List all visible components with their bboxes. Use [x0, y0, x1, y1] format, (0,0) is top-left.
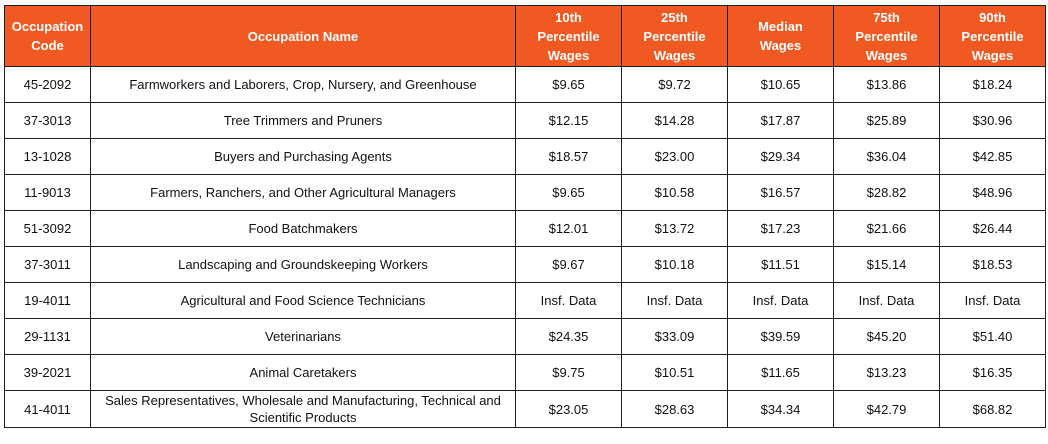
wage-median-cell: $11.65: [727, 354, 834, 391]
wage-90th-cell: $16.35: [939, 354, 1046, 391]
wage-90th-cell: $48.96: [939, 174, 1046, 211]
wage-10th-cell: $24.35: [515, 318, 622, 355]
wage-median-cell: $11.51: [727, 246, 834, 283]
occupation-code-cell: 19-4011: [4, 282, 91, 319]
header-occupation-name: Occupation Name: [90, 5, 516, 67]
wage-90th-cell: Insf. Data: [939, 282, 1046, 319]
occupation-name-cell: Farmworkers and Laborers, Crop, Nursery,…: [90, 66, 516, 103]
wage-75th-cell: $21.66: [833, 210, 940, 247]
header-90th-percentile: 90th Percentile Wages: [939, 5, 1046, 67]
wage-90th-cell: $30.96: [939, 102, 1046, 139]
table-row: 39-2021 Animal Caretakers $9.75 $10.51 $11.6…: [4, 354, 1046, 391]
wage-10th-cell: Insf. Data: [515, 282, 622, 319]
header-median: Median Wages: [727, 5, 834, 67]
wage-75th-cell: $36.04: [833, 138, 940, 175]
wage-25th-cell: $23.00: [621, 138, 728, 175]
wages-table: Occupation Code Occupation Name 10th Per…: [4, 5, 1046, 428]
wage-25th-cell: $10.51: [621, 354, 728, 391]
table-row: 51-3092 Food Batchmakers $12.01 $13.72 $17.2…: [4, 210, 1046, 247]
wage-25th-cell: Insf. Data: [621, 282, 728, 319]
table-row: 11-9013 Farmers, Ranchers, and Other Agri…: [4, 174, 1046, 211]
wage-median-cell: $17.87: [727, 102, 834, 139]
wage-median-cell: $10.65: [727, 66, 834, 103]
table-row: 37-3013 Tree Trimmers and Pruners $12.15 $1…: [4, 102, 1046, 139]
wage-10th-cell: $18.57: [515, 138, 622, 175]
table-row: 29-1131 Veterinarians $24.35 $33.09 $39.59 $4…: [4, 318, 1046, 355]
occupation-name-cell: Tree Trimmers and Pruners: [90, 102, 516, 139]
wage-75th-cell: $45.20: [833, 318, 940, 355]
wage-90th-cell: $26.44: [939, 210, 1046, 247]
occupation-name-cell: Agricultural and Food Science Technician…: [90, 282, 516, 319]
wage-25th-cell: $10.18: [621, 246, 728, 283]
occupation-code-cell: 45-2092: [4, 66, 91, 103]
wage-90th-cell: $18.24: [939, 66, 1046, 103]
occupation-name-cell: Buyers and Purchasing Agents: [90, 138, 516, 175]
wage-median-cell: Insf. Data: [727, 282, 834, 319]
wage-25th-cell: $14.28: [621, 102, 728, 139]
wage-10th-cell: $9.75: [515, 354, 622, 391]
occupation-name-cell: Landscaping and Groundskeeping Workers: [90, 246, 516, 283]
wage-90th-cell: $68.82: [939, 390, 1046, 428]
occupation-code-cell: 29-1131: [4, 318, 91, 355]
wage-90th-cell: $42.85: [939, 138, 1046, 175]
wage-median-cell: $29.34: [727, 138, 834, 175]
wage-10th-cell: $9.65: [515, 174, 622, 211]
wage-75th-cell: $42.79: [833, 390, 940, 428]
wage-25th-cell: $28.63: [621, 390, 728, 428]
wage-10th-cell: $12.15: [515, 102, 622, 139]
wage-75th-cell: $15.14: [833, 246, 940, 283]
table-row: 13-1028 Buyers and Purchasing Agents $18.5…: [4, 138, 1046, 175]
occupation-code-cell: 37-3011: [4, 246, 91, 283]
occupation-name-cell: Farmers, Ranchers, and Other Agricultura…: [90, 174, 516, 211]
wage-25th-cell: $10.58: [621, 174, 728, 211]
occupation-name-cell: Sales Representatives, Wholesale and Man…: [90, 390, 516, 428]
occupation-code-cell: 51-3092: [4, 210, 91, 247]
table-body: 45-2092 Farmworkers and Laborers, Crop, N…: [4, 66, 1046, 428]
occupation-code-cell: 37-3013: [4, 102, 91, 139]
wage-90th-cell: $51.40: [939, 318, 1046, 355]
wage-75th-cell: Insf. Data: [833, 282, 940, 319]
wage-median-cell: $34.34: [727, 390, 834, 428]
wage-25th-cell: $9.72: [621, 66, 728, 103]
occupation-code-cell: 11-9013: [4, 174, 91, 211]
wage-75th-cell: $28.82: [833, 174, 940, 211]
wage-median-cell: $16.57: [727, 174, 834, 211]
header-25th-percentile: 25th Percentile Wages: [621, 5, 728, 67]
wage-10th-cell: $9.67: [515, 246, 622, 283]
occupation-code-cell: 41-4011: [4, 390, 91, 428]
occupation-name-cell: Animal Caretakers: [90, 354, 516, 391]
wage-10th-cell: $9.65: [515, 66, 622, 103]
wage-90th-cell: $18.53: [939, 246, 1046, 283]
wage-75th-cell: $13.23: [833, 354, 940, 391]
occupation-code-cell: 39-2021: [4, 354, 91, 391]
header-10th-percentile: 10th Percentile Wages: [515, 5, 622, 67]
header-75th-percentile: 75th Percentile Wages: [833, 5, 940, 67]
wage-75th-cell: $13.86: [833, 66, 940, 103]
table-row: 45-2092 Farmworkers and Laborers, Crop, N…: [4, 66, 1046, 103]
header-occupation-code: Occupation Code: [4, 5, 91, 67]
wage-25th-cell: $13.72: [621, 210, 728, 247]
wage-10th-cell: $12.01: [515, 210, 622, 247]
occupation-name-cell: Food Batchmakers: [90, 210, 516, 247]
table-row: 41-4011 Sales Representatives, Wholesale …: [4, 390, 1046, 428]
wage-median-cell: $39.59: [727, 318, 834, 355]
wage-25th-cell: $33.09: [621, 318, 728, 355]
table-row: 19-4011 Agricultural and Food Science Tec…: [4, 282, 1046, 319]
wage-10th-cell: $23.05: [515, 390, 622, 428]
occupation-code-cell: 13-1028: [4, 138, 91, 175]
wage-median-cell: $17.23: [727, 210, 834, 247]
header-row: Occupation Code Occupation Name 10th Per…: [4, 5, 1046, 67]
wage-75th-cell: $25.89: [833, 102, 940, 139]
table-row: 37-3011 Landscaping and Groundskeeping Wo…: [4, 246, 1046, 283]
occupation-name-cell: Veterinarians: [90, 318, 516, 355]
